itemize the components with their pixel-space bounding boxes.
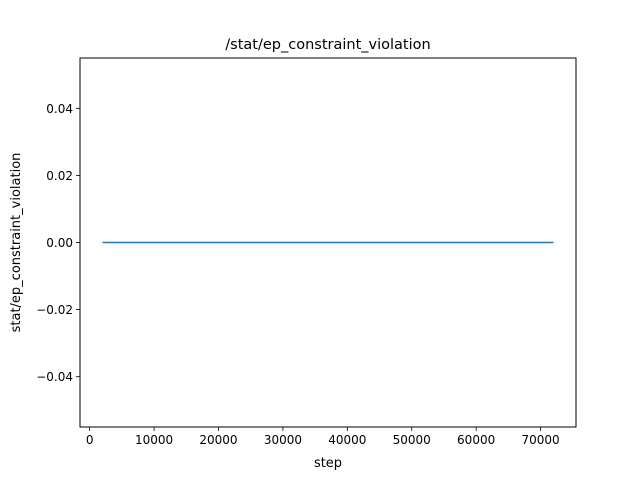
y-tick-label: 0.00 xyxy=(46,236,73,250)
y-tick-label: −0.02 xyxy=(36,303,73,317)
x-tick-label: 50000 xyxy=(393,433,431,447)
plot-frame xyxy=(79,57,577,428)
x-tick-label: 60000 xyxy=(457,433,495,447)
y-tick-label: 0.04 xyxy=(46,102,73,116)
x-tick-label: 30000 xyxy=(264,433,302,447)
y-tick-label: −0.04 xyxy=(36,370,73,384)
x-tick-label: 70000 xyxy=(521,433,559,447)
x-axis-label: step xyxy=(314,456,342,471)
x-axis: 0 10000 20000 30000 40000 50000 60000 70000 xyxy=(86,427,560,447)
y-tick-label: 0.02 xyxy=(46,169,73,183)
y-axis-label: stat/ep_constraint_violation xyxy=(9,153,24,333)
y-axis: −0.04 −0.02 0.00 0.02 0.04 xyxy=(36,102,80,384)
x-tick-label: 20000 xyxy=(199,433,237,447)
x-tick-label: 0 xyxy=(86,433,94,447)
x-tick-label: 10000 xyxy=(135,433,173,447)
x-tick-label: 40000 xyxy=(328,433,366,447)
chart-title: /stat/ep_constraint_violation xyxy=(225,37,430,53)
